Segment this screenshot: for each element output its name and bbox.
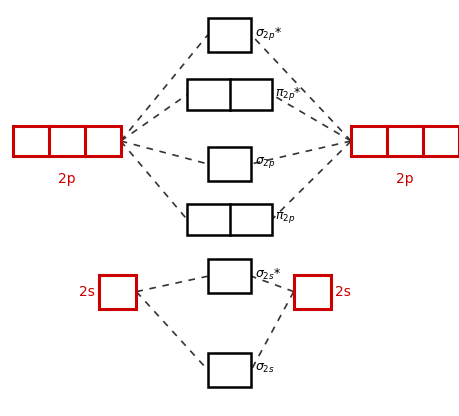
Bar bbox=[187, 79, 272, 110]
Text: 2s: 2s bbox=[335, 285, 351, 299]
Text: $\pi_{2p}$*: $\pi_{2p}$* bbox=[275, 84, 302, 102]
Text: $\pi_{2p}$: $\pi_{2p}$ bbox=[275, 210, 296, 225]
Bar bbox=[13, 126, 121, 156]
Text: $\sigma_{2p}$*: $\sigma_{2p}$* bbox=[255, 25, 282, 42]
Bar bbox=[187, 204, 272, 235]
Text: 2p: 2p bbox=[58, 172, 76, 186]
Text: $\sigma_{2p}$: $\sigma_{2p}$ bbox=[255, 155, 275, 170]
Text: 2s: 2s bbox=[79, 285, 95, 299]
Bar bbox=[208, 18, 252, 52]
Bar bbox=[208, 147, 252, 181]
Text: $\sigma_{2s}$*: $\sigma_{2s}$* bbox=[255, 267, 281, 282]
Bar bbox=[99, 275, 136, 309]
Bar bbox=[294, 275, 331, 309]
Bar bbox=[351, 126, 459, 156]
Text: $\sigma_{2s}$: $\sigma_{2s}$ bbox=[255, 362, 274, 375]
Bar bbox=[208, 259, 252, 293]
Text: 2p: 2p bbox=[396, 172, 414, 186]
Bar bbox=[208, 353, 252, 387]
